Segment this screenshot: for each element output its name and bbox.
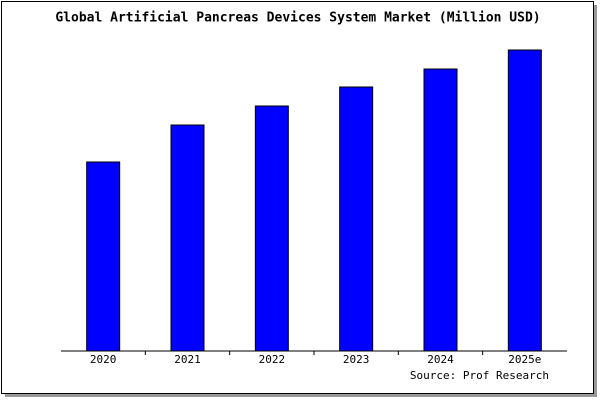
x-tick-label: 2023 <box>343 353 370 366</box>
source-note: Source: Prof Research <box>410 369 549 382</box>
bar <box>507 49 542 352</box>
bar <box>86 161 121 352</box>
chart-title: Global Artificial Pancreas Devices Syste… <box>55 11 540 26</box>
x-tick-label: 2024 <box>427 353 454 366</box>
bar <box>423 68 458 352</box>
bar <box>339 86 374 352</box>
x-tick-label: 2021 <box>174 353 201 366</box>
bar <box>170 124 205 352</box>
bar <box>254 105 289 352</box>
x-tick-label: 2020 <box>90 353 117 366</box>
x-tick-label: 2022 <box>259 353 286 366</box>
x-tick-label: 2025e <box>508 353 541 366</box>
